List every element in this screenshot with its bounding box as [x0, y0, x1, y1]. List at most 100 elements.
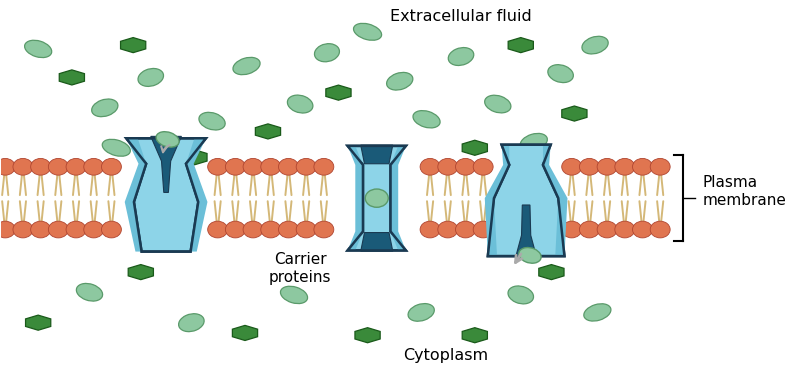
Ellipse shape [579, 159, 599, 175]
Ellipse shape [448, 47, 474, 65]
Ellipse shape [0, 221, 15, 238]
Ellipse shape [455, 159, 475, 175]
Ellipse shape [76, 283, 102, 301]
Ellipse shape [633, 221, 653, 238]
Ellipse shape [485, 95, 511, 113]
Polygon shape [59, 70, 85, 85]
Ellipse shape [92, 99, 118, 117]
Ellipse shape [474, 159, 493, 175]
Ellipse shape [138, 69, 163, 87]
Ellipse shape [48, 159, 68, 175]
Ellipse shape [354, 23, 382, 40]
Polygon shape [126, 138, 206, 252]
Ellipse shape [102, 139, 130, 156]
Text: Carrier
proteins: Carrier proteins [269, 252, 331, 285]
Ellipse shape [420, 221, 440, 238]
Ellipse shape [650, 159, 670, 175]
Polygon shape [182, 150, 207, 165]
Ellipse shape [562, 221, 582, 238]
Polygon shape [539, 265, 564, 280]
Polygon shape [125, 138, 146, 252]
Polygon shape [128, 265, 154, 280]
Ellipse shape [243, 221, 263, 238]
Ellipse shape [366, 189, 388, 207]
Ellipse shape [226, 159, 246, 175]
Ellipse shape [650, 221, 670, 238]
Polygon shape [186, 138, 207, 252]
Ellipse shape [597, 221, 617, 238]
Ellipse shape [208, 159, 228, 175]
Ellipse shape [633, 159, 653, 175]
Ellipse shape [13, 159, 33, 175]
Ellipse shape [261, 221, 281, 238]
Ellipse shape [30, 159, 50, 175]
Ellipse shape [156, 132, 179, 147]
Ellipse shape [520, 133, 547, 151]
Ellipse shape [314, 44, 339, 62]
Polygon shape [361, 232, 393, 251]
Ellipse shape [413, 111, 440, 128]
Ellipse shape [102, 159, 122, 175]
Ellipse shape [226, 221, 246, 238]
Ellipse shape [584, 304, 611, 321]
Ellipse shape [208, 221, 228, 238]
Ellipse shape [102, 221, 122, 238]
Ellipse shape [278, 221, 298, 238]
Ellipse shape [233, 57, 260, 75]
Ellipse shape [408, 304, 434, 321]
Ellipse shape [84, 221, 104, 238]
Ellipse shape [615, 221, 634, 238]
Ellipse shape [518, 247, 541, 263]
Ellipse shape [438, 221, 458, 238]
Ellipse shape [287, 95, 313, 113]
Ellipse shape [420, 159, 440, 175]
Text: Cytoplasm: Cytoplasm [403, 348, 488, 363]
Ellipse shape [296, 159, 316, 175]
Text: Plasma
membrane: Plasma membrane [702, 175, 786, 208]
Ellipse shape [261, 159, 281, 175]
Polygon shape [121, 38, 146, 52]
Ellipse shape [199, 112, 225, 130]
Polygon shape [562, 106, 587, 121]
Ellipse shape [178, 314, 204, 332]
Polygon shape [515, 205, 537, 258]
Ellipse shape [25, 40, 52, 57]
Ellipse shape [579, 221, 599, 238]
Ellipse shape [281, 286, 307, 304]
Ellipse shape [278, 159, 298, 175]
Polygon shape [485, 145, 510, 256]
Ellipse shape [66, 221, 86, 238]
Ellipse shape [66, 159, 86, 175]
Ellipse shape [243, 159, 263, 175]
Polygon shape [348, 146, 406, 250]
Polygon shape [355, 328, 380, 343]
Ellipse shape [296, 221, 316, 238]
Polygon shape [508, 38, 534, 52]
Polygon shape [361, 145, 393, 164]
Ellipse shape [438, 159, 458, 175]
Ellipse shape [582, 36, 608, 54]
Polygon shape [150, 136, 182, 192]
Ellipse shape [562, 159, 582, 175]
Ellipse shape [508, 286, 534, 304]
Ellipse shape [84, 159, 104, 175]
Ellipse shape [548, 65, 574, 83]
Polygon shape [26, 315, 50, 330]
Ellipse shape [474, 221, 493, 238]
Ellipse shape [0, 159, 15, 175]
Polygon shape [462, 328, 487, 343]
Polygon shape [326, 85, 351, 100]
Polygon shape [488, 145, 565, 256]
Ellipse shape [314, 221, 334, 238]
Ellipse shape [314, 159, 334, 175]
Polygon shape [232, 326, 258, 340]
Ellipse shape [13, 221, 33, 238]
Polygon shape [543, 145, 567, 256]
Polygon shape [255, 124, 281, 139]
Ellipse shape [386, 72, 413, 90]
Text: Extracellular fluid: Extracellular fluid [390, 9, 532, 24]
Ellipse shape [615, 159, 634, 175]
Ellipse shape [48, 221, 68, 238]
Ellipse shape [30, 221, 50, 238]
Polygon shape [390, 146, 406, 250]
